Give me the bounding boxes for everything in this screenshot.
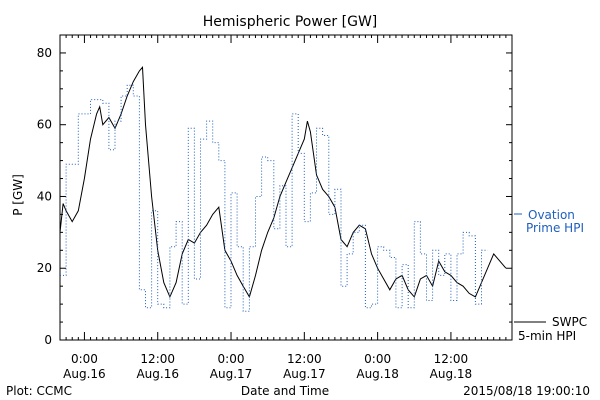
- legend-swpc-label-2: 5-min HPI: [518, 329, 576, 343]
- x-tick-label-time: 0:00: [218, 352, 245, 366]
- legend-ovation-label: Ovation: [528, 208, 575, 222]
- y-tick-label: 60: [37, 118, 52, 132]
- x-tick-label-date: Aug.17: [210, 367, 253, 381]
- legend: Ovation Prime HPI SWPC 5-min HPI: [514, 208, 587, 343]
- x-axis-label: Date and Time: [241, 384, 329, 398]
- y-tick-label: 80: [37, 46, 52, 60]
- x-tick-label-time: 12:00: [287, 352, 322, 366]
- x-tick-label-time: 12:00: [434, 352, 469, 366]
- y-tick-label: 20: [37, 261, 52, 275]
- x-tick-label-time: 12:00: [140, 352, 175, 366]
- plot-frame: [59, 34, 513, 341]
- series-swpc-line: [59, 66, 507, 299]
- x-tick-label-date: Aug.18: [356, 367, 399, 381]
- x-tick-label-date: Aug.17: [283, 367, 326, 381]
- y-tick-label: 0: [44, 333, 52, 347]
- plot-timestamp: 2015/08/18 19:00:10: [463, 384, 590, 398]
- legend-swpc-label: SWPC: [552, 315, 587, 329]
- y-axis-label: P [GW]: [11, 174, 25, 216]
- plot-credit: Plot: CCMC: [6, 384, 72, 398]
- plot-area: 0204060800:00Aug.1612:00Aug.160:00Aug.17…: [37, 34, 513, 381]
- legend-ovation-label-2: Prime HPI: [526, 221, 584, 235]
- series-ovation-prime-line: [60, 84, 488, 312]
- x-tick-label-time: 0:00: [71, 352, 98, 366]
- chart-title: Hemispheric Power [GW]: [203, 14, 378, 30]
- y-tick-label: 40: [37, 189, 52, 203]
- x-tick-label-date: Aug.18: [430, 367, 473, 381]
- x-tick-label-time: 0:00: [364, 352, 391, 366]
- x-tick-label-date: Aug.16: [63, 367, 106, 381]
- x-tick-label-date: Aug.16: [136, 367, 179, 381]
